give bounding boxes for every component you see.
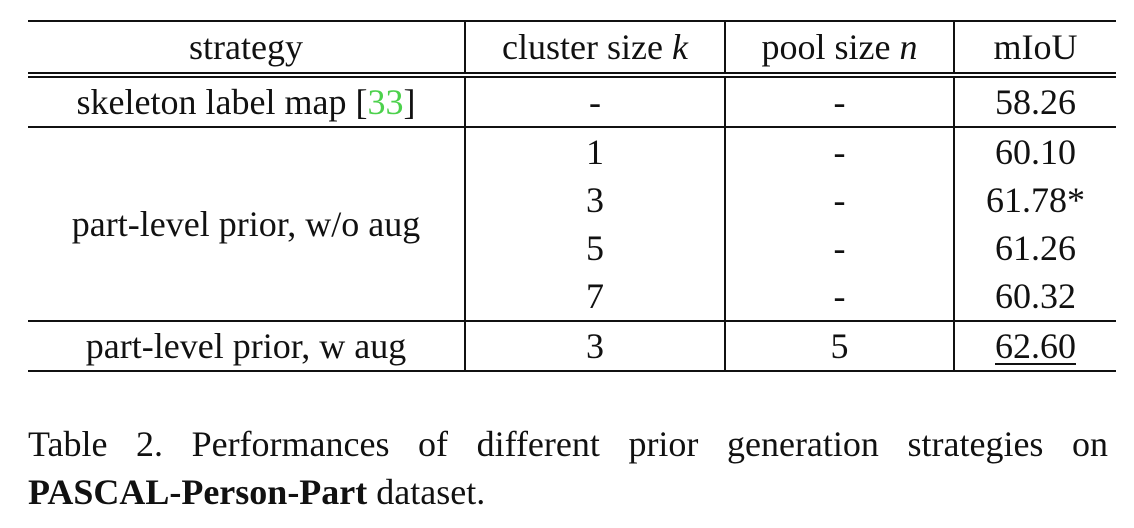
table-row: 5 - 61.26	[28, 224, 1116, 272]
header-strategy: strategy	[28, 20, 466, 75]
citation-link[interactable]: 33	[367, 82, 404, 122]
table-row: 3 - 61.78*	[28, 176, 1116, 224]
header-pool-size: pool size n	[725, 20, 955, 75]
cell-pool: -	[725, 224, 955, 272]
strategy-text: skeleton label map [	[76, 82, 368, 122]
cell-cluster: 3	[465, 176, 726, 224]
strategy-suffix: ]	[403, 82, 416, 122]
results-table: strategy cluster size k pool size n mIoU…	[28, 20, 1116, 372]
table-caption: Table 2. Performances of different prior…	[28, 420, 1108, 516]
header-pool-label: pool size	[761, 27, 900, 67]
cell-pool: -	[725, 176, 955, 224]
best-miou-value: 62.60	[995, 326, 1076, 366]
cell-pool: -	[725, 72, 955, 127]
cell-pool: -	[725, 126, 955, 176]
header-cluster-var: k	[671, 27, 688, 67]
header-cluster-label: cluster size	[502, 27, 672, 67]
cell-cluster: 1	[465, 126, 726, 176]
cell-cluster: -	[465, 72, 726, 127]
cell-miou: 60.32	[995, 276, 1076, 316]
cell-pool: -	[725, 272, 955, 321]
header-cluster-size: cluster size k	[465, 20, 726, 75]
header-miou: mIoU	[954, 20, 1116, 75]
caption-suffix: dataset.	[367, 472, 486, 512]
cell-miou: 58.26	[954, 72, 1116, 127]
header-row: strategy cluster size k pool size n mIoU	[28, 20, 1116, 75]
dataset-name: PASCAL-Person-Part	[28, 472, 368, 512]
header-miou-label: mIoU	[993, 27, 1078, 67]
header-strategy-label: strategy	[189, 27, 303, 67]
cell-cluster: 7	[465, 272, 726, 321]
cell-pool: 5	[725, 320, 955, 372]
cell-strategy: part-level prior, w/o aug	[28, 126, 466, 321]
header-pool-var: n	[899, 27, 918, 67]
cell-strategy: skeleton label map [33]	[28, 72, 466, 127]
cell-cluster: 5	[465, 224, 726, 272]
table-row: part-level prior, w aug 3 5 62.60	[28, 320, 1116, 372]
caption-text: Table 2. Performances of different prior…	[28, 424, 1108, 464]
cell-miou: 62.60	[954, 320, 1116, 372]
cell-miou: 60.10	[954, 126, 1116, 176]
table-row: skeleton label map [33] - - 58.26	[28, 72, 1116, 127]
cell-strategy: part-level prior, w aug	[28, 320, 466, 372]
cell-cluster: 3	[465, 320, 726, 372]
cell-miou: 61.26	[995, 228, 1076, 268]
cell-miou: 61.78*	[986, 180, 1085, 220]
table-row: part-level prior, w/o aug 1 - 60.10	[28, 126, 1116, 321]
table-row: 7 - 60.32	[28, 272, 1116, 321]
